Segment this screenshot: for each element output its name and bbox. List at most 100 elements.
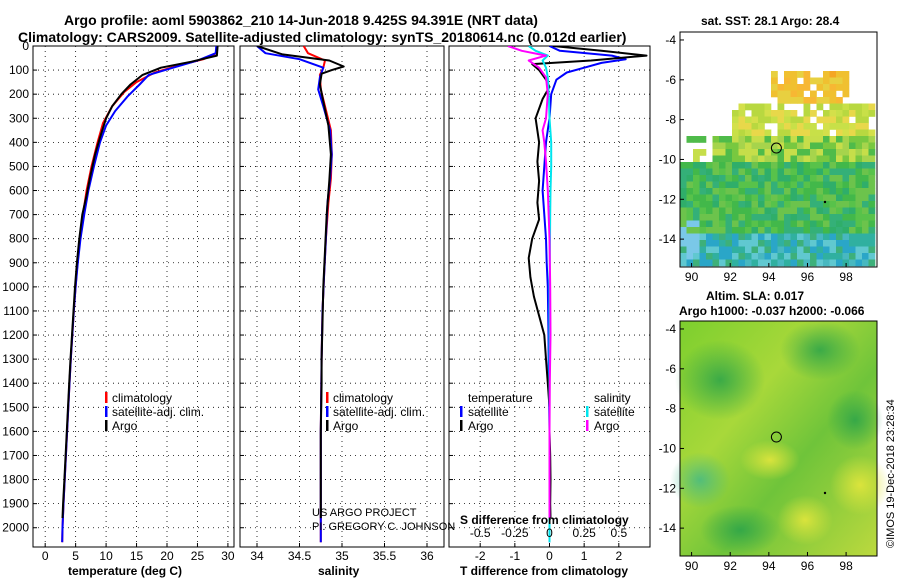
sst-cell — [764, 201, 772, 208]
sla-low-region — [827, 390, 883, 450]
sst-cell — [790, 162, 798, 169]
sst-cell — [784, 129, 791, 137]
sst-cell — [738, 142, 746, 150]
sst-cell — [855, 259, 863, 267]
sst-cell — [680, 201, 687, 208]
sst-cell — [816, 84, 824, 91]
legend-swatch-s-argo — [586, 420, 589, 431]
sst-cell — [693, 155, 700, 163]
sst-cell — [719, 253, 726, 260]
sst-cell — [823, 116, 830, 124]
x-tick-label: 2 — [615, 549, 622, 563]
sst-cell — [777, 149, 785, 156]
sst-cell — [764, 214, 772, 221]
sst-cell — [784, 188, 791, 195]
sst-cell — [680, 181, 687, 189]
sst-cell — [810, 201, 817, 208]
x-tick-label: 1 — [581, 549, 588, 563]
sst-cell — [855, 142, 863, 150]
sst-cell — [784, 110, 791, 117]
sst-cell — [790, 97, 798, 104]
sst-cell — [764, 246, 772, 254]
sst-cell — [797, 214, 804, 221]
sst-cell — [836, 194, 843, 202]
sst-cell — [706, 162, 713, 169]
sst-cell — [849, 246, 856, 254]
sst-cell — [732, 175, 739, 182]
sst-cell — [810, 155, 817, 163]
sst-cell — [751, 201, 759, 208]
sst-cell — [823, 123, 830, 130]
sst-cell — [862, 168, 869, 176]
sst-cell — [751, 110, 759, 117]
difference-legend: temperature satellite Argo salinity sate… — [460, 391, 635, 433]
sst-cell — [712, 240, 720, 247]
sst-cell — [836, 207, 843, 215]
sst-cell — [803, 227, 811, 234]
sst-cell — [829, 207, 837, 215]
sst-cell — [777, 90, 785, 98]
sst-cell — [784, 90, 791, 98]
difference-panel: -2 -1 0 1 2 -0.5 -0.25 0 0.25 0.5 S difference fr… — [448, 45, 651, 578]
sst-cell — [712, 149, 720, 156]
sla-low-region — [675, 340, 765, 420]
sst-cell — [693, 259, 700, 267]
sst-cell — [777, 188, 785, 195]
sst-cell — [810, 207, 817, 215]
sst-cell — [855, 116, 863, 124]
sst-cell — [816, 97, 824, 104]
sst-cell — [719, 175, 726, 182]
sst-cell — [693, 188, 700, 195]
sst-cell — [810, 181, 817, 189]
sst-cell — [745, 175, 752, 182]
sst-cell — [745, 233, 752, 241]
sst-cell — [706, 253, 713, 260]
sst-cell — [745, 142, 752, 150]
figure-title-line1: Argo profile: aoml 5903862_210 14-Jun-20… — [64, 12, 538, 28]
sst-cell — [803, 116, 811, 124]
x-tick-label: 0 — [42, 549, 49, 563]
top-tick-label: 0.25 — [572, 526, 596, 540]
sst-cell — [829, 253, 837, 260]
sst-cell — [836, 233, 843, 241]
sst-cell — [829, 240, 837, 247]
sst-cell — [842, 201, 850, 208]
sst-cell — [680, 259, 687, 267]
sst-cell — [725, 175, 733, 182]
sst-cell — [797, 123, 804, 130]
sst-cell — [738, 188, 746, 195]
sst-cell — [771, 90, 778, 98]
sst-cell — [745, 136, 752, 143]
sst-cell — [758, 259, 765, 267]
sst-cell — [764, 103, 772, 111]
sst-cell — [777, 136, 785, 143]
sst-cell — [686, 194, 694, 202]
sst-cell — [699, 246, 707, 254]
y-tick-label: 1000 — [2, 280, 29, 294]
sst-cell — [810, 149, 817, 156]
sst-cell — [842, 188, 850, 195]
sst-cell — [816, 175, 824, 182]
sst-cell — [810, 214, 817, 221]
legend-swatch-t-argo — [460, 420, 463, 431]
sst-cell — [842, 175, 850, 182]
sst-cell — [784, 201, 791, 208]
sst-cell — [849, 227, 856, 234]
sst-cell — [745, 253, 752, 260]
sst-cell — [693, 207, 700, 215]
sst-cell — [758, 142, 765, 150]
sst-cell — [790, 240, 798, 247]
sst-cell — [719, 162, 726, 169]
sst-cell — [738, 129, 746, 137]
sla-map-subtitle: Argo h1000: -0.037 h2000: -0.066 — [679, 304, 865, 318]
sst-cell — [777, 220, 785, 228]
sst-cell — [758, 246, 765, 254]
sst-cell — [803, 201, 811, 208]
legend-title-temperature: temperature — [468, 391, 533, 405]
sst-cell — [725, 155, 733, 163]
sst-cell — [803, 181, 811, 189]
sst-cell — [823, 155, 830, 163]
sst-cell — [751, 214, 759, 221]
sst-cell — [836, 168, 843, 176]
